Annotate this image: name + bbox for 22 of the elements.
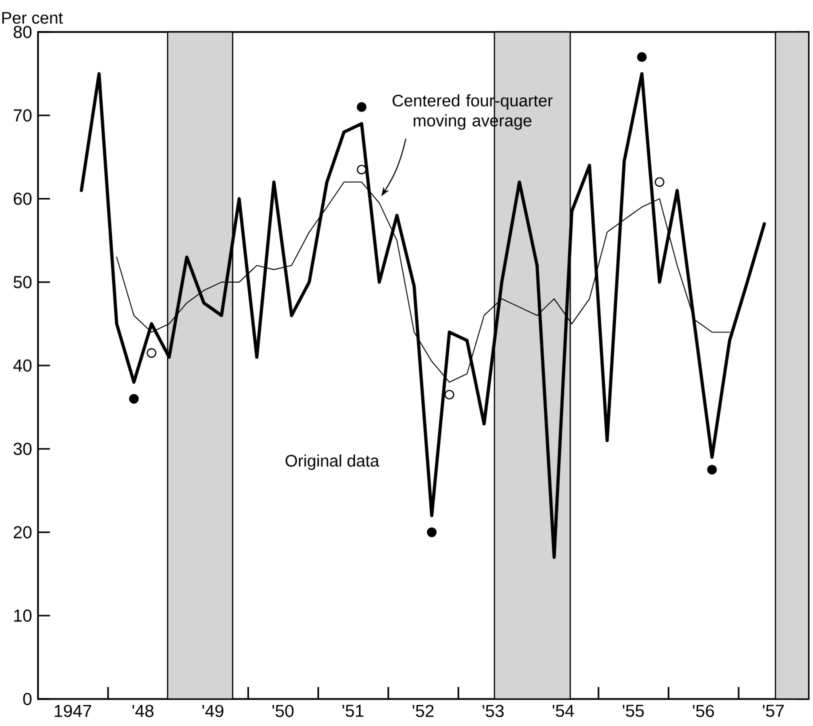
- x-tick-label: '52: [412, 704, 434, 718]
- x-tick-label: '48: [132, 704, 154, 718]
- x-tick-label: '51: [342, 704, 364, 717]
- x-tick-label: 1947: [54, 704, 92, 718]
- y-axis-title: Per cent: [2, 12, 63, 24]
- x-tick-label: '53: [482, 704, 504, 718]
- x-tick-label: '56: [692, 704, 714, 718]
- x-tick-label: '55: [622, 704, 644, 717]
- y-tick-label: 70: [14, 109, 32, 122]
- y-tick-label: 30: [14, 442, 32, 456]
- x-tick-label: '57: [762, 704, 784, 717]
- text: Original data: [286, 454, 380, 470]
- y-tick-label: 0: [23, 692, 32, 706]
- y-tick-label: 20: [14, 526, 32, 538]
- y-tick-label: 60: [14, 192, 32, 205]
- y-tick-label: 10: [14, 609, 32, 622]
- x-tick-label: '54: [552, 704, 574, 717]
- y-tick-label: 40: [13, 359, 32, 372]
- x-tick-label: '49: [202, 704, 224, 718]
- x-tick-label: '50: [272, 704, 294, 718]
- y-tick-label: 50: [14, 276, 32, 288]
- y-tick-label: 80: [14, 26, 32, 38]
